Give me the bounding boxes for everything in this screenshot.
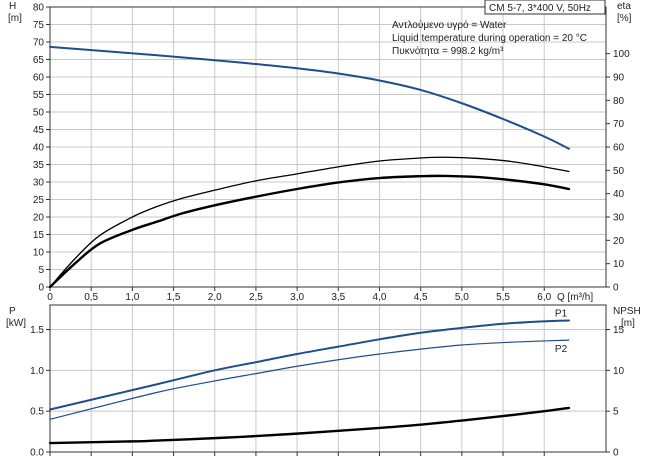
bottom-series-line-0 bbox=[49, 319, 570, 411]
bottom-right-tick-label: 15 bbox=[613, 325, 625, 336]
power-axis-label: P bbox=[9, 306, 16, 317]
top-series-line-0 bbox=[49, 45, 570, 150]
chart-title: CM 5-7, 3*400 V, 50Hz bbox=[489, 3, 591, 14]
power-axis-unit: [kW] bbox=[6, 318, 26, 329]
x-tick-label: 1,0 bbox=[125, 292, 139, 303]
npsh-axis-unit: [m] bbox=[621, 318, 635, 329]
top-right-tick-label: 60 bbox=[613, 143, 625, 154]
top-left-tick-label: 5 bbox=[38, 265, 44, 276]
bottom-tick-labels: 0.0 0.5 1.0 1.5 0 5 10 15 bbox=[30, 325, 624, 459]
top-left-tick-label: 20 bbox=[33, 213, 45, 224]
bottom-series-labels: P1 P2 bbox=[555, 309, 568, 356]
annotation-density: Πυκνότητα = 998.2 kg/m³ bbox=[392, 45, 504, 57]
top-left-tick-label: 35 bbox=[33, 160, 45, 171]
x-tick-label: 1,5 bbox=[167, 292, 181, 303]
x-tick-label: 4,5 bbox=[414, 292, 428, 303]
x-tick-label: 6,0 bbox=[537, 292, 551, 303]
x-tick-label: 4,0 bbox=[373, 292, 387, 303]
x-tick-label: 5,0 bbox=[455, 292, 469, 303]
eta-axis-label: eta bbox=[617, 1, 631, 12]
bottom-right-tick-label: 10 bbox=[613, 366, 625, 377]
head-efficiency-panel: 0 0,5 1,0 1,5 2,0 2,5 3,0 3,5 4,0 4,5 5,0 5,5 6,0 0 5 1… bbox=[8, 0, 632, 303]
bottom-left-tick-label: 1.5 bbox=[30, 325, 44, 336]
top-right-tick-label: 100 bbox=[613, 49, 630, 60]
x-tick-label: 0 bbox=[47, 292, 53, 303]
top-right-tick-label: 40 bbox=[613, 189, 625, 200]
top-left-tick-label: 80 bbox=[33, 3, 45, 14]
head-axis-unit: [m] bbox=[8, 13, 22, 24]
top-grid bbox=[46, 6, 610, 291]
top-right-tick-label: 70 bbox=[613, 119, 625, 130]
bottom-grid bbox=[46, 305, 610, 456]
top-right-tick-label: 20 bbox=[613, 236, 625, 247]
x-tick-label: 3,0 bbox=[290, 292, 304, 303]
top-left-tick-label: 0 bbox=[38, 283, 44, 294]
x-tick-label: 2,5 bbox=[249, 292, 263, 303]
bottom-series-line-2 bbox=[48, 406, 571, 445]
bottom-plot-frame bbox=[49, 304, 607, 453]
bottom-right-tick-label: 5 bbox=[613, 407, 619, 418]
top-left-tick-label: 10 bbox=[33, 248, 45, 259]
top-left-tick-label: 70 bbox=[33, 38, 45, 49]
eta-axis-unit: [%] bbox=[617, 13, 632, 24]
top-left-tick-label: 55 bbox=[33, 90, 45, 101]
top-left-tick-label: 60 bbox=[33, 73, 45, 84]
top-left-tick-label: 30 bbox=[33, 178, 45, 189]
bottom-left-tick-label: 0.5 bbox=[30, 407, 44, 418]
series-label-p1: P1 bbox=[555, 309, 568, 320]
top-curves bbox=[48, 45, 571, 289]
x-tick-label: 0,5 bbox=[84, 292, 98, 303]
top-right-tick-label: 80 bbox=[613, 96, 625, 107]
x-tick-label: 5,5 bbox=[496, 292, 510, 303]
annotation-temperature: Liquid temperature during operation = 20… bbox=[392, 33, 587, 44]
top-left-tick-label: 75 bbox=[33, 20, 45, 31]
title-box bbox=[484, 0, 606, 15]
bottom-left-tick-label: 1.0 bbox=[30, 366, 44, 377]
top-left-tick-label: 65 bbox=[33, 55, 45, 66]
top-right-tick-label: 0 bbox=[613, 283, 619, 294]
top-tick-labels: 0 0,5 1,0 1,5 2,0 2,5 3,0 3,5 4,0 4,5 5,0 5,5 6,0 0 5 1… bbox=[33, 3, 630, 304]
top-left-tick-label: 50 bbox=[33, 108, 45, 119]
top-left-tick-label: 25 bbox=[33, 195, 45, 206]
top-right-tick-label: 90 bbox=[613, 73, 625, 84]
top-left-tick-label: 45 bbox=[33, 125, 45, 136]
bottom-curves bbox=[48, 319, 571, 445]
top-right-tick-label: 50 bbox=[613, 166, 625, 177]
npsh-axis-label: NPSH bbox=[613, 306, 641, 317]
top-series-line-1 bbox=[49, 156, 570, 288]
bottom-right-tick-label: 0 bbox=[613, 448, 619, 459]
flow-axis-label: Q [m³/h] bbox=[557, 292, 593, 303]
head-axis-label: H bbox=[9, 1, 16, 12]
x-tick-label: 2,0 bbox=[208, 292, 222, 303]
top-series-line-2 bbox=[48, 174, 571, 289]
top-left-tick-label: 15 bbox=[33, 230, 45, 241]
top-plot-frame bbox=[49, 6, 607, 288]
x-tick-label: 3,5 bbox=[331, 292, 345, 303]
top-left-tick-label: 40 bbox=[33, 143, 45, 154]
power-npsh-panel: 0.0 0.5 1.0 1.5 0 5 10 15 P [kW] NPSH [m] P1 P2 bbox=[6, 304, 641, 459]
bottom-left-tick-label: 0.0 bbox=[30, 448, 44, 459]
top-right-tick-label: 30 bbox=[613, 213, 625, 224]
bottom-series-line-1 bbox=[49, 339, 570, 420]
series-label-p2: P2 bbox=[555, 344, 568, 355]
annotation-liquid: Αντλούμενο υγρό = Water bbox=[392, 19, 507, 31]
top-right-tick-label: 10 bbox=[613, 259, 625, 270]
